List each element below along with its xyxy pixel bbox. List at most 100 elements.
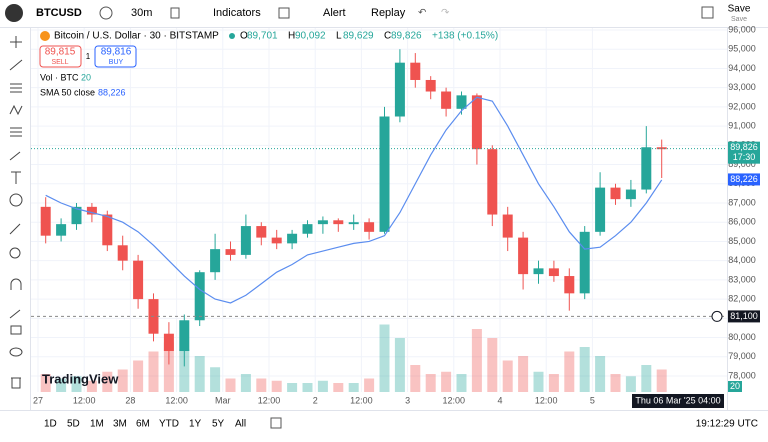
x-tick-label: 4 <box>497 395 502 405</box>
candle-body <box>240 226 251 255</box>
date-tag-label: Thu 06 Mar '25 04:00 <box>635 395 720 405</box>
range-button[interactable]: 5Y <box>212 419 225 430</box>
volume-bar <box>441 371 452 392</box>
x-tick-label: 12:00 <box>258 395 281 405</box>
ohlc-value: 90,092 <box>295 31 326 42</box>
plot <box>31 28 727 392</box>
range-button[interactable]: 1D <box>44 419 57 430</box>
candle-body <box>579 231 590 294</box>
candle-body <box>256 226 267 238</box>
y-tick-label: 80,000 <box>728 332 756 342</box>
volume-bar <box>210 367 221 392</box>
candle-body <box>364 222 375 232</box>
pattern-tool[interactable] <box>9 104 23 116</box>
sell-button[interactable] <box>39 45 82 68</box>
volume-bar <box>317 380 328 392</box>
x-tick-label: 12:00 <box>165 395 188 405</box>
trendline-tool[interactable] <box>9 59 23 71</box>
add-symbol-button[interactable] <box>99 6 113 20</box>
range-button[interactable]: All <box>235 419 246 430</box>
crosshair-price: 81,100 <box>730 311 758 321</box>
x-tick-label: 2 <box>313 395 318 405</box>
lock-tool[interactable] <box>10 325 22 335</box>
last-price: 89,826 <box>730 142 758 152</box>
candle-body <box>40 206 51 236</box>
range-button[interactable]: 1Y <box>189 419 202 430</box>
candle-body <box>56 224 67 236</box>
x-tick-label: 28 <box>125 395 135 405</box>
zoom-tool[interactable] <box>9 247 21 259</box>
volume-bar <box>533 371 544 392</box>
volume-bar <box>240 374 251 392</box>
buy-button[interactable] <box>94 45 137 68</box>
candle-body <box>471 95 482 150</box>
last-price-tag <box>728 141 760 164</box>
volume-tag <box>728 381 742 392</box>
footer: 1D 5D 1M 3M 6M YTD 1Y 5Y All <box>44 417 282 430</box>
ohlc-value: 89,629 <box>343 31 374 42</box>
range-button[interactable]: YTD <box>159 419 179 430</box>
crosshair-tool[interactable] <box>10 36 22 48</box>
brush-tool[interactable] <box>9 151 21 161</box>
forecast-tool[interactable] <box>10 127 22 137</box>
undo-button[interactable]: ↶ <box>418 8 426 19</box>
volume-bar <box>271 380 282 392</box>
date-range-button[interactable] <box>270 417 282 429</box>
magnet-tool[interactable] <box>10 278 22 290</box>
sell-price: 89,815 <box>45 47 76 58</box>
fib-tool[interactable] <box>10 83 22 93</box>
visibility-tool[interactable] <box>9 347 23 357</box>
x-tick-label: 3 <box>405 395 410 405</box>
icon-tool[interactable] <box>9 193 23 207</box>
range-button[interactable]: 5D <box>67 419 80 430</box>
y-tick-label: 78,000 <box>728 370 756 380</box>
candle-body <box>641 147 652 190</box>
indicators-button[interactable]: Indicators <box>213 7 261 19</box>
save-button[interactable]: Save <box>728 4 751 15</box>
y-tick-label: 82,000 <box>728 293 756 303</box>
trash-tool[interactable] <box>11 377 21 389</box>
y-tick-label: 91,000 <box>728 120 756 130</box>
volume-bar <box>302 383 313 392</box>
add-alert-button[interactable] <box>711 310 723 322</box>
ohlc-label: H <box>288 31 295 42</box>
range-button[interactable]: 3M <box>113 419 127 430</box>
volume-bar <box>102 371 113 392</box>
buy-label: BUY <box>109 59 124 66</box>
symbol[interactable]: BTCUSD <box>36 7 82 19</box>
layout-button[interactable] <box>278 7 290 19</box>
y-tick-label: 87,000 <box>728 197 756 207</box>
volume-bar <box>456 374 467 392</box>
interval[interactable]: 30m <box>131 7 152 19</box>
buy-price: 89,816 <box>101 47 132 58</box>
legend-title: Bitcoin / U.S. Dollar · 30 · BITSTAMP <box>54 31 219 42</box>
candle-body <box>163 333 174 352</box>
candle-body <box>441 91 452 109</box>
range-button[interactable]: 1M <box>90 419 104 430</box>
replay-button[interactable]: Replay <box>371 7 406 19</box>
candle-body <box>333 220 344 225</box>
ruler-tool[interactable] <box>9 223 21 235</box>
fullscreen-button[interactable] <box>701 6 714 19</box>
redo-button[interactable]: ↷ <box>441 8 450 19</box>
candle-body <box>595 187 606 232</box>
volume-bar <box>40 374 51 392</box>
candle-body <box>610 187 621 200</box>
y-tick-label: 86,000 <box>728 217 756 227</box>
volume-bar <box>348 383 359 392</box>
avatar[interactable] <box>5 4 23 22</box>
chart-type-button[interactable] <box>170 7 180 19</box>
lock-drawings-tool[interactable] <box>9 309 21 319</box>
text-tool[interactable] <box>11 171 21 184</box>
volume-bar <box>56 378 67 392</box>
volume-bar <box>117 369 128 392</box>
range-button[interactable]: 6M <box>136 419 150 430</box>
volume-bar <box>179 349 190 392</box>
candle-body <box>194 272 205 321</box>
candle-body <box>102 214 113 246</box>
market-status <box>229 33 235 39</box>
alert-button[interactable]: Alert <box>323 7 346 19</box>
volume-bar <box>564 351 575 392</box>
